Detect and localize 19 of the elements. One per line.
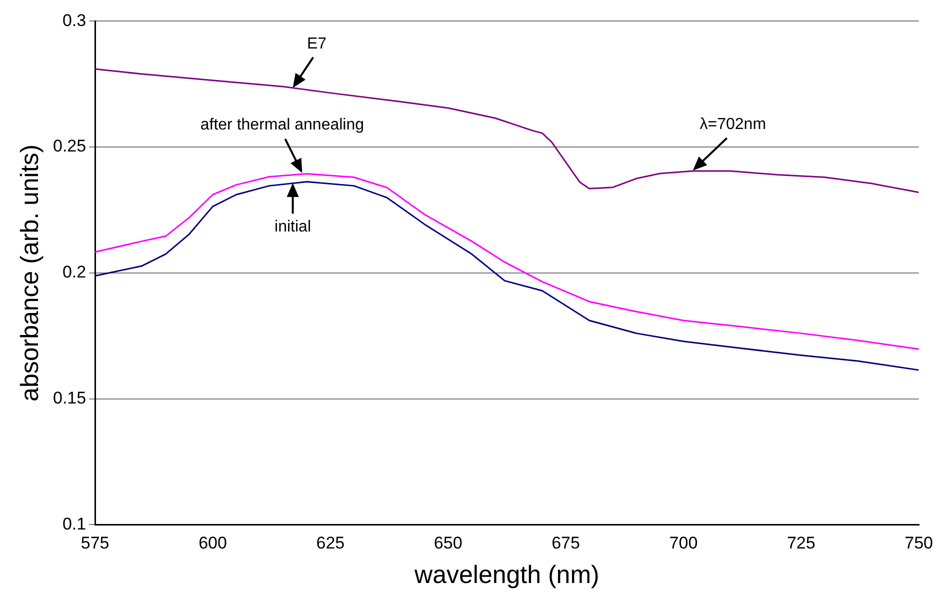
x-tick-label: 600 xyxy=(198,533,227,552)
x-tick-label: 725 xyxy=(786,533,816,552)
annotation: after thermal annealing xyxy=(200,116,364,134)
x-tick-label: 700 xyxy=(669,533,698,552)
y-tick-label: 0.3 xyxy=(62,10,86,30)
y-tick-label: 0.1 xyxy=(62,514,86,534)
x-tick-label: 650 xyxy=(434,533,462,552)
x-tick-label: 575 xyxy=(80,533,110,552)
y-tick-label: 0.2 xyxy=(62,262,86,282)
annotation: E7 xyxy=(306,35,327,52)
x-tick-label: 750 xyxy=(904,533,934,552)
y-tick-label: 0.25 xyxy=(52,136,86,156)
x-tick-label: 675 xyxy=(552,533,580,552)
y-axis-title: absorbance (arb. units) xyxy=(16,144,44,402)
annotation: initial xyxy=(274,218,312,236)
x-tick-label: 625 xyxy=(316,533,345,552)
y-tick-label: 0.15 xyxy=(52,388,86,408)
annotation: λ=702nm xyxy=(700,116,766,133)
x-axis-title: wavelength (nm) xyxy=(414,560,600,589)
